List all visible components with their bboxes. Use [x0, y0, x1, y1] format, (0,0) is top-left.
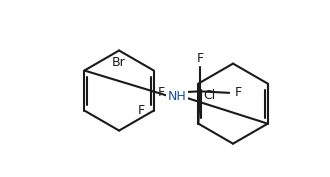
Text: F: F	[235, 86, 242, 99]
Text: NH: NH	[167, 90, 186, 103]
Text: F: F	[158, 86, 165, 99]
Text: Br: Br	[112, 56, 126, 68]
Text: F: F	[196, 52, 204, 65]
Text: Cl: Cl	[203, 89, 215, 102]
Text: F: F	[138, 104, 145, 117]
